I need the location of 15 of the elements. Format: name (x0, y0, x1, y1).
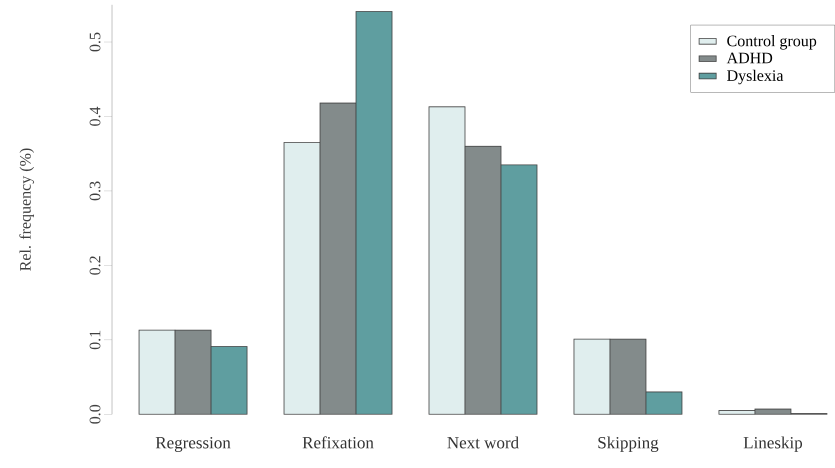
y-tick-label: 0.1 (90, 330, 100, 350)
x-tick-label: Lineskip (744, 436, 802, 452)
x-tick-label: Regression (156, 437, 231, 452)
legend-label: Dyslexia (727, 70, 784, 84)
x-tick-label: Skipping (598, 436, 658, 452)
x-tick-label: Refixation (302, 436, 374, 448)
legend-label: ADHD (726, 52, 772, 64)
x-tick-label: Next word (447, 436, 519, 448)
y-tick-label: 0.0 (90, 404, 100, 424)
y-axis-title: Rel. frequency (%) (19, 148, 34, 271)
y-tick-label: 0.3 (90, 182, 100, 200)
legend-label: Control group (727, 35, 816, 50)
y-tick-label: 0.4 (90, 106, 100, 126)
y-tick-label: 0.2 (90, 256, 100, 275)
y-tick-label: 0.5 (90, 32, 100, 52)
